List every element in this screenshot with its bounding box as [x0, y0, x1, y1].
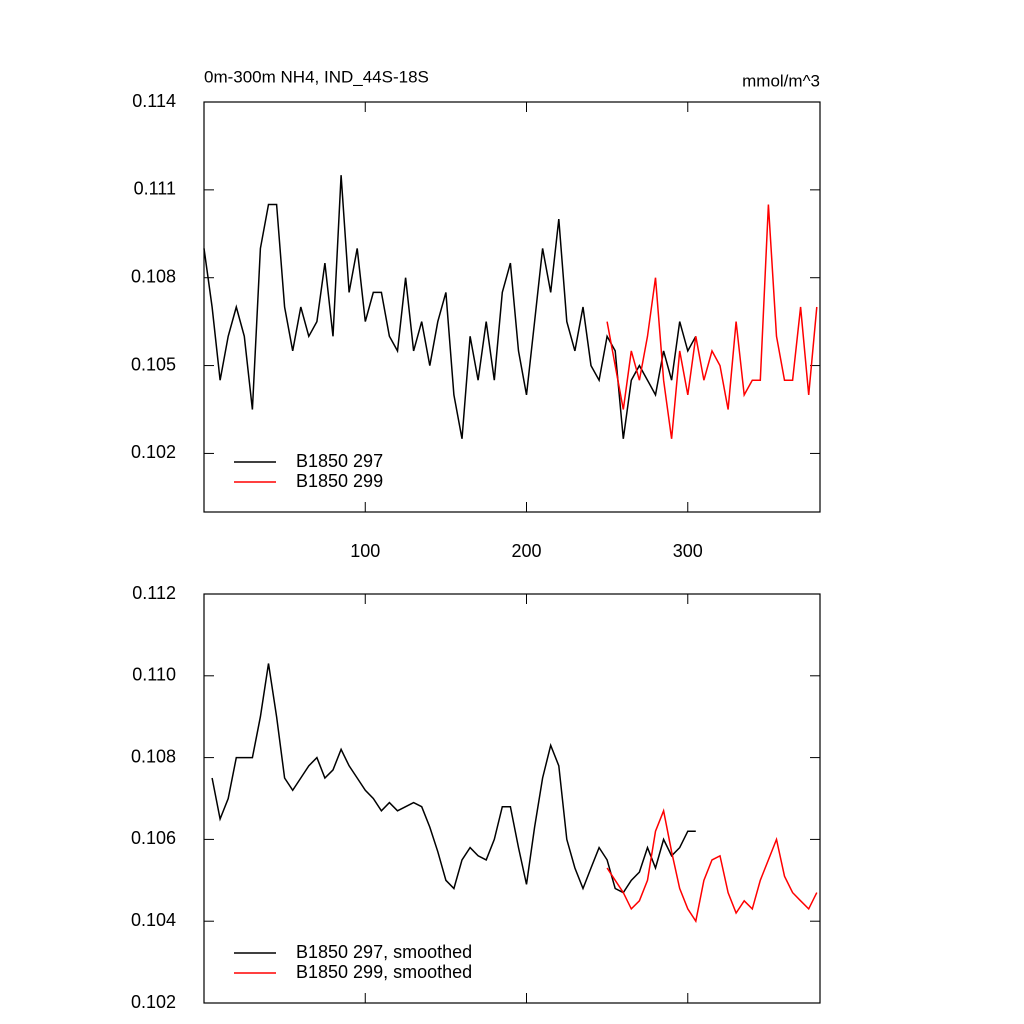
chart-title: 0m-300m NH4, IND_44S-18S [204, 67, 429, 86]
series-line [203, 175, 697, 439]
y-tick-label: 0.108 [131, 746, 176, 766]
y-tick-label: 0.111 [134, 179, 176, 199]
legend-label: B1850 299 [296, 471, 383, 491]
legend-label: B1850 297 [296, 451, 383, 471]
y-tick-label: 0.110 [132, 665, 176, 685]
y-tick-label: 0.105 [131, 354, 176, 374]
y-tick-label: 0.102 [131, 992, 176, 1012]
series-line [606, 204, 818, 439]
y-tick-label: 0.114 [132, 91, 176, 111]
y-tick-label: 0.104 [131, 910, 176, 930]
plot-frame [203, 101, 821, 513]
y-tick-label: 0.106 [131, 828, 176, 848]
x-tick-label: 200 [511, 541, 541, 561]
y-tick-label: 0.102 [131, 442, 176, 462]
x-tick-label: 300 [673, 541, 703, 561]
y-tick-label: 0.108 [131, 266, 176, 286]
y-tick-label: 0.112 [132, 583, 176, 603]
units-label: mmol/m^3 [742, 71, 820, 90]
plot-frame [203, 593, 821, 1004]
series-line [606, 808, 818, 924]
series-line [211, 663, 696, 894]
x-tick-label: 100 [350, 541, 380, 561]
legend-label: B1850 299, smoothed [296, 962, 472, 982]
legend-label: B1850 297, smoothed [296, 942, 472, 962]
